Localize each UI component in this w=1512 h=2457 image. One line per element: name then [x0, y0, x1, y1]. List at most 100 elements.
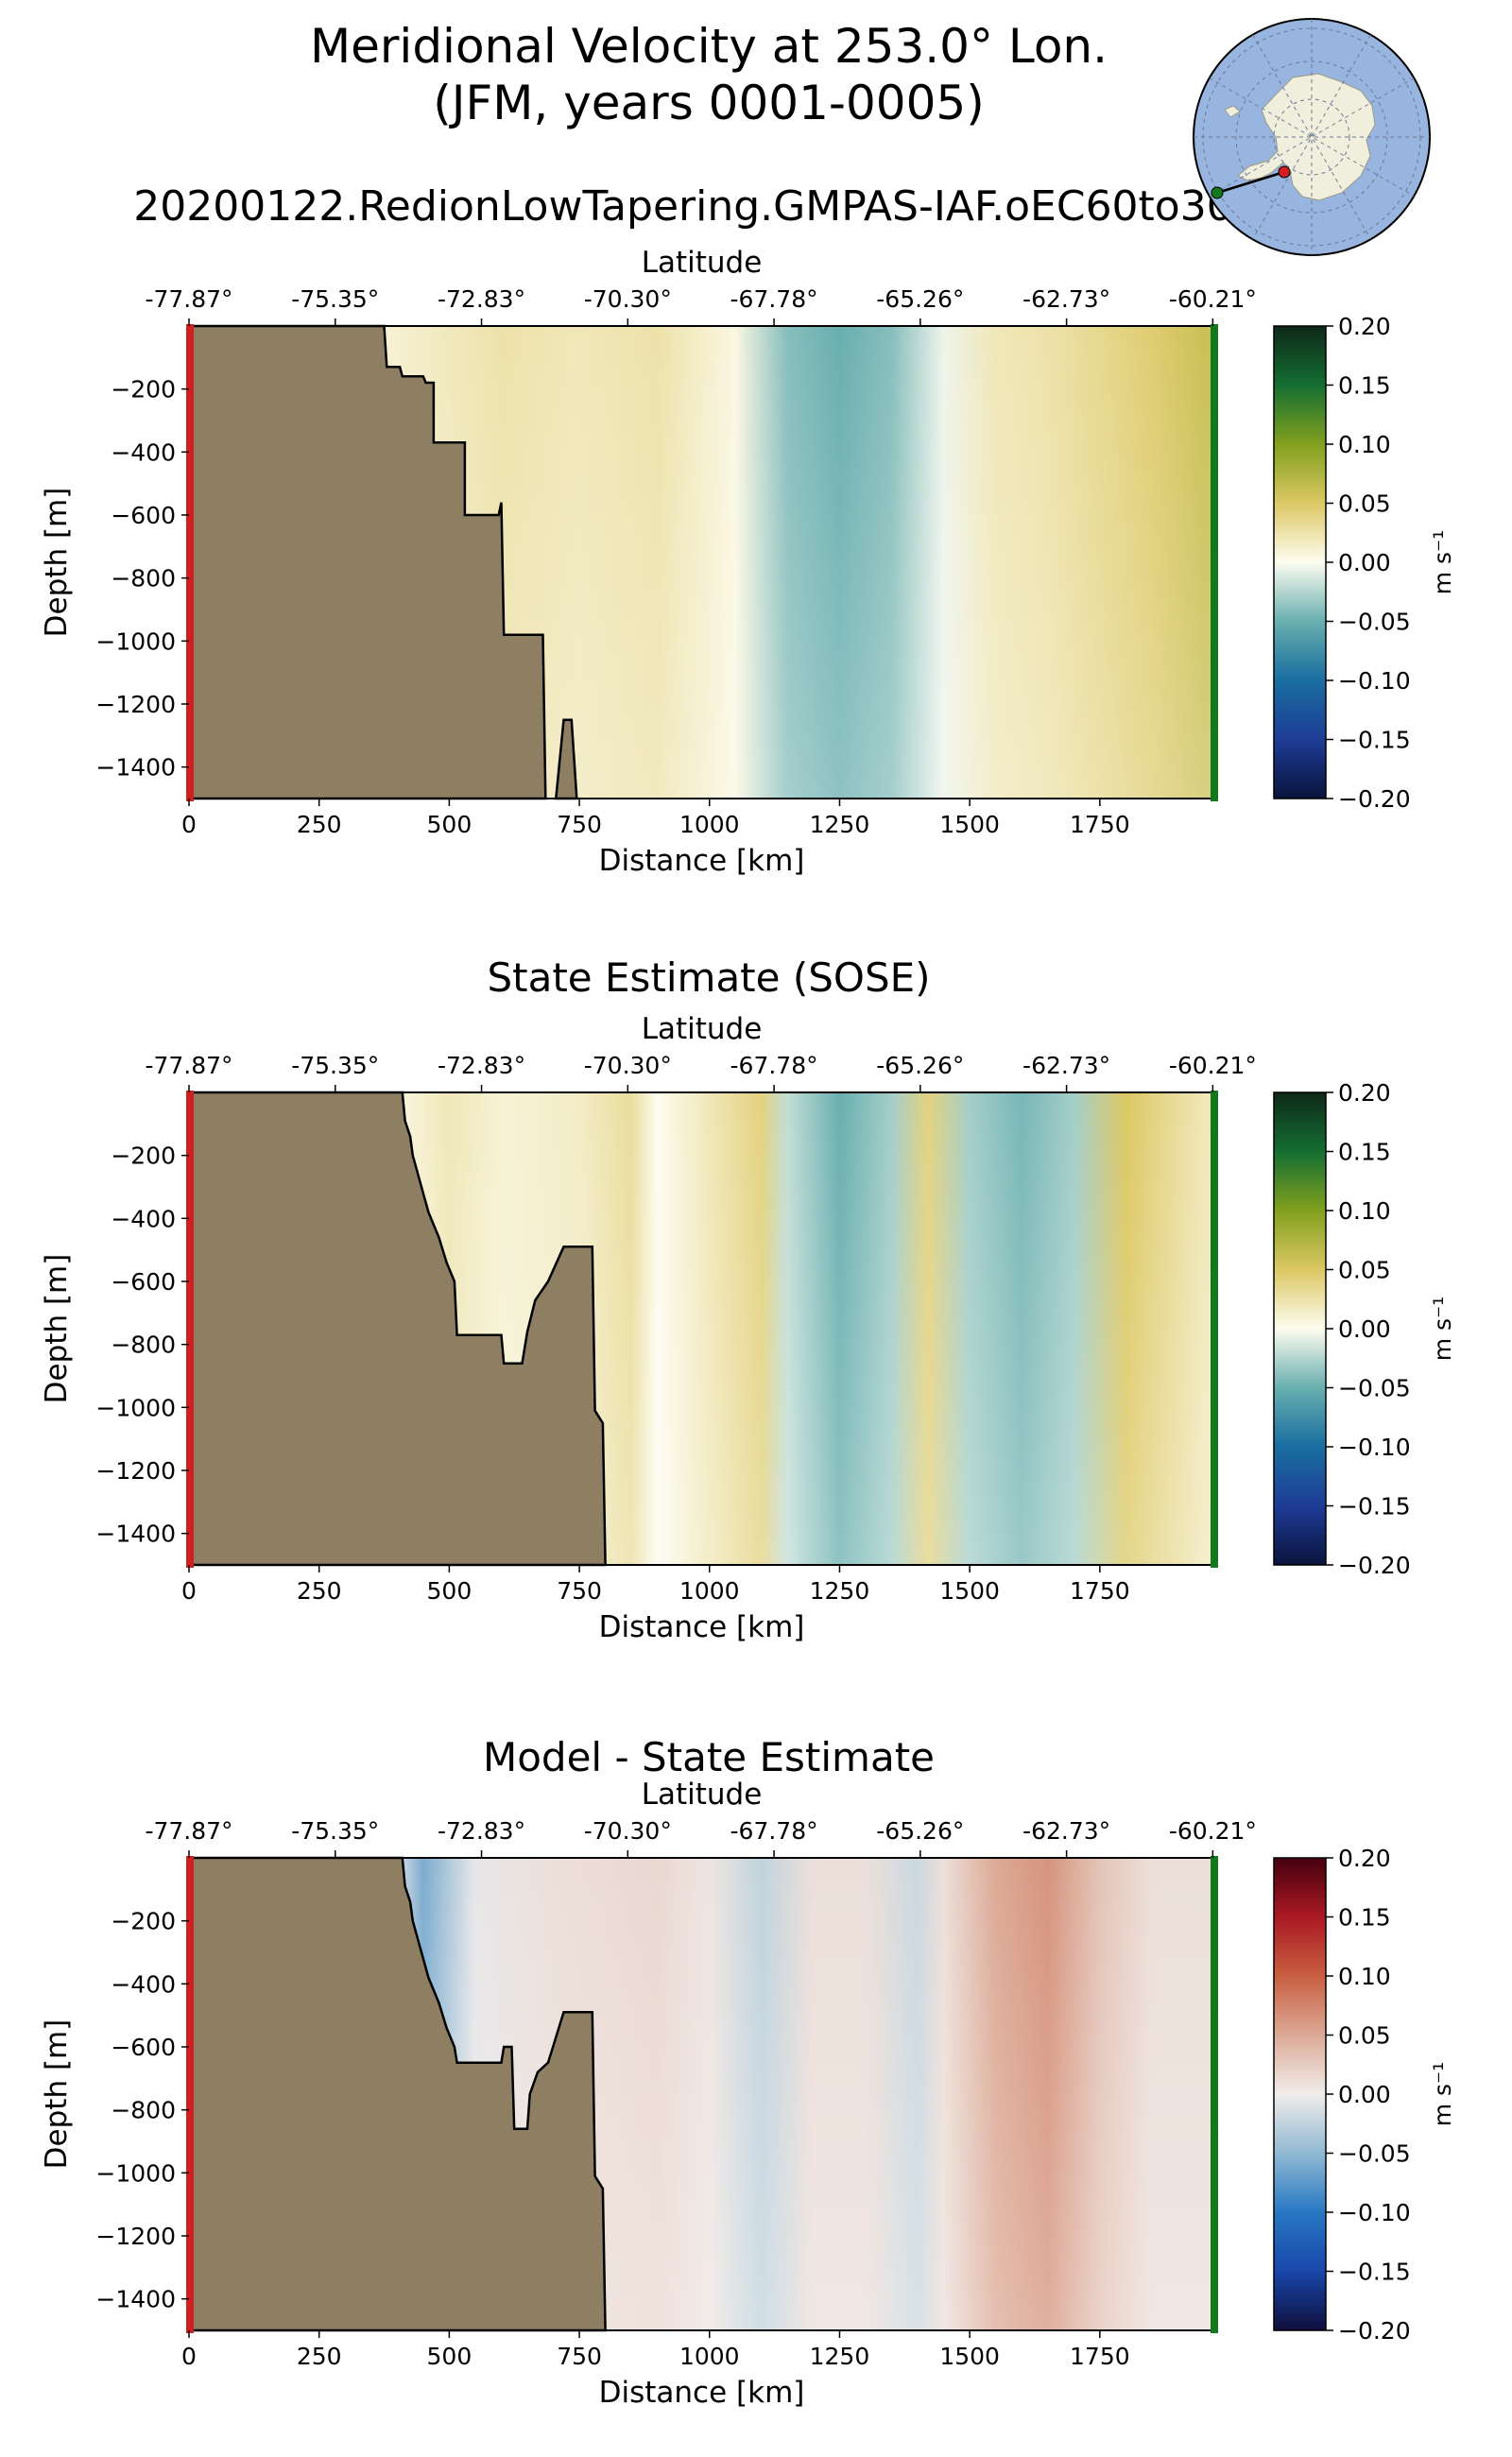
latitude-tick-label: -60.21° — [1169, 1817, 1257, 1845]
x-tick-label: 250 — [297, 811, 342, 838]
latitude-tick-label: -60.21° — [1169, 285, 1257, 313]
y-axis-label: Depth [m] — [40, 2019, 74, 2170]
antarctic-locator-map — [1193, 18, 1431, 256]
colorbar-tick-label: −0.15 — [1338, 727, 1411, 754]
colorbar-tick-label: 0.05 — [1338, 490, 1391, 518]
latitude-tick-label: -72.83° — [438, 1052, 525, 1079]
x-tick-label: 1750 — [1070, 2343, 1130, 2370]
x-tick-label: 250 — [297, 1577, 342, 1605]
latitude-tick-label: -75.35° — [291, 1817, 379, 1845]
colorbar-unit-label: m s⁻¹ — [1429, 2062, 1456, 2127]
y-tick-label: −200 — [111, 376, 176, 404]
colorbar-tick-label: 0.00 — [1338, 1315, 1391, 1343]
x-tick-label: 1750 — [1070, 1577, 1130, 1605]
colorbar-tick-label: 0.00 — [1338, 2081, 1391, 2108]
colorbar-tick-label: −0.15 — [1338, 1493, 1411, 1521]
colorbar-tick-label: 0.10 — [1338, 1197, 1391, 1225]
colorbar-tick-label: −0.05 — [1338, 609, 1411, 636]
colorbar-tick-label: 0.15 — [1338, 1139, 1391, 1166]
y-tick-label: −400 — [111, 1205, 176, 1232]
y-tick-label: −800 — [111, 565, 176, 593]
colorbar-tick-label: −0.05 — [1338, 1375, 1411, 1402]
colorbar-tick-label: 0.05 — [1338, 1257, 1391, 1284]
latitude-tick-label: -65.26° — [876, 285, 964, 313]
latitude-tick-label: -75.35° — [291, 285, 379, 313]
x-tick-label: 750 — [557, 2343, 602, 2370]
latitude-tick-label: -67.78° — [730, 285, 818, 313]
colorbar-3 — [1273, 1857, 1327, 2331]
x-axis-label: Distance [km] — [599, 844, 805, 878]
colorbar-tick-label: 0.20 — [1338, 1845, 1391, 1872]
y-tick-label: −400 — [111, 1970, 176, 1998]
x-tick-label: 1500 — [939, 811, 1000, 838]
x-axis-label: Distance [km] — [599, 1610, 805, 1644]
x-tick-label: 250 — [297, 2343, 342, 2370]
x-tick-label: 750 — [557, 1577, 602, 1605]
colorbar-tick-label: −0.15 — [1338, 2259, 1411, 2286]
colorbar-tick-label: −0.10 — [1338, 2199, 1411, 2226]
section-end-marker — [1211, 1856, 1218, 2333]
latitude-tick-label: -65.26° — [876, 1817, 964, 1845]
x-tick-label: 1500 — [939, 1577, 1000, 1605]
panel-title-sose: State Estimate (SOSE) — [487, 954, 931, 1001]
y-tick-label: −600 — [111, 2034, 176, 2061]
x-tick-label: 750 — [557, 811, 602, 838]
figure-title-line1: Meridional Velocity at 253.0° Lon. — [309, 19, 1108, 74]
colorbar-1 — [1273, 325, 1327, 799]
y-tick-label: −1200 — [95, 1457, 176, 1485]
y-tick-label: −1400 — [95, 2286, 176, 2313]
y-axis-label: Depth [m] — [40, 1254, 74, 1404]
latitude-tick-label: -70.30° — [584, 1052, 672, 1079]
colorbar-tick-label: 0.10 — [1338, 431, 1391, 458]
y-tick-label: −200 — [111, 1908, 176, 1935]
y-tick-label: −800 — [111, 1332, 176, 1359]
section-start-marker — [186, 1091, 194, 1568]
x-tick-label: 500 — [427, 2343, 472, 2370]
latitude-axis-label: Latitude — [642, 246, 763, 280]
latitude-axis-label: Latitude — [642, 1778, 763, 1812]
latitude-tick-label: -72.83° — [438, 285, 525, 313]
latitude-tick-label: -62.73° — [1022, 1817, 1110, 1845]
latitude-tick-label: -77.87° — [145, 1052, 232, 1079]
colorbar-2 — [1273, 1091, 1327, 1566]
colorbar-tick-label: −0.10 — [1338, 667, 1411, 695]
figure-title-line2: (JFM, years 0001-0005) — [433, 76, 985, 130]
section-start-marker — [186, 324, 194, 801]
latitude-tick-label: -77.87° — [145, 1817, 232, 1845]
latitude-tick-label: -67.78° — [730, 1817, 818, 1845]
x-tick-label: 0 — [181, 1577, 197, 1605]
colorbar-tick-label: 0.10 — [1338, 1963, 1391, 1990]
colorbar-tick-label: −0.20 — [1338, 1552, 1411, 1579]
y-tick-label: −1000 — [95, 2159, 176, 2187]
x-tick-label: 1750 — [1070, 811, 1130, 838]
latitude-tick-label: -62.73° — [1022, 285, 1110, 313]
x-tick-label: 1500 — [939, 2343, 1000, 2370]
x-tick-label: 500 — [427, 811, 472, 838]
section-start-marker — [186, 1856, 194, 2333]
x-tick-label: 1000 — [679, 1577, 740, 1605]
latitude-tick-label: -60.21° — [1169, 1052, 1257, 1079]
colorbar-tick-label: 0.15 — [1338, 1904, 1391, 1932]
y-axis-label: Depth [m] — [40, 488, 74, 638]
latitude-tick-label: -75.35° — [291, 1052, 379, 1079]
colorbar-unit-label: m s⁻¹ — [1429, 1297, 1456, 1362]
section-end-dot — [1211, 186, 1224, 199]
antarctica-landmass — [1237, 73, 1376, 201]
y-tick-label: −600 — [111, 1268, 176, 1296]
x-tick-label: 1000 — [679, 2343, 740, 2370]
section-end-marker — [1211, 324, 1218, 801]
run-name: 20200122.RedionLowTapering.GMPAS-IAF.oEC… — [133, 182, 1284, 231]
section-end-marker — [1211, 1091, 1218, 1568]
colorbar-tick-label: −0.20 — [1338, 785, 1411, 813]
x-tick-label: 1250 — [810, 811, 870, 838]
y-tick-label: −600 — [111, 502, 176, 529]
latitude-tick-label: -67.78° — [730, 1052, 818, 1079]
colorbar-tick-label: −0.05 — [1338, 2140, 1411, 2168]
latitude-tick-label: -77.87° — [145, 285, 232, 313]
latitude-tick-label: -70.30° — [584, 285, 672, 313]
colorbar-unit-label: m s⁻¹ — [1429, 530, 1456, 595]
x-tick-label: 1250 — [810, 2343, 870, 2370]
y-tick-label: −1000 — [95, 1394, 176, 1421]
y-tick-label: −1200 — [95, 2223, 176, 2250]
